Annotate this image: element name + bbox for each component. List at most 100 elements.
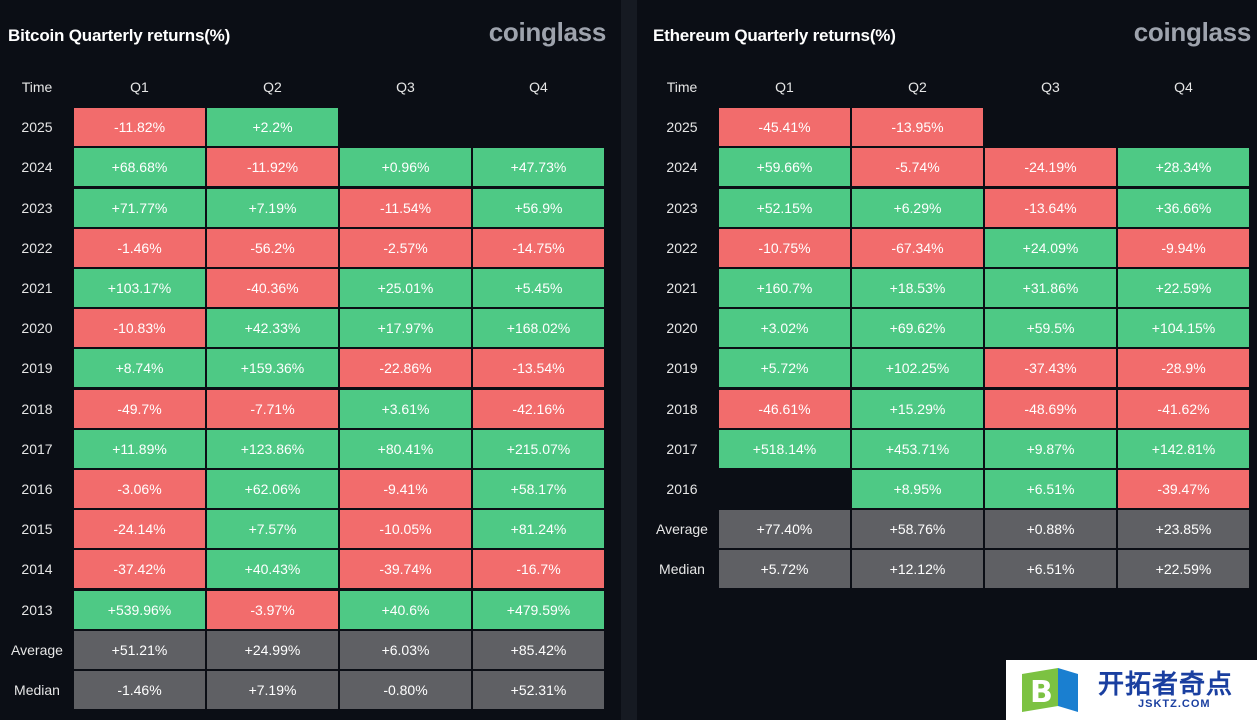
return-cell: +58.17% — [473, 470, 604, 508]
return-cell: +22.59% — [1118, 269, 1249, 307]
column-header-q4: Q4 — [1174, 79, 1193, 95]
return-cell: +102.25% — [852, 349, 983, 388]
return-cell: +2.2% — [207, 108, 338, 147]
return-cell: -39.74% — [340, 550, 471, 589]
return-cell: -5.74% — [852, 148, 983, 187]
return-cell: +539.96% — [74, 590, 205, 629]
return-cell: -1.46% — [74, 671, 205, 709]
return-cell: -10.05% — [340, 510, 471, 549]
return-cell: -13.64% — [985, 188, 1116, 227]
column-header-q3: Q3 — [396, 79, 415, 95]
return-cell: +15.29% — [852, 389, 983, 428]
return-cell: +85.42% — [473, 630, 604, 669]
return-cell — [473, 108, 604, 146]
return-cell: +103.17% — [74, 269, 205, 307]
column-header-time: Time — [666, 79, 698, 95]
return-cell: +42.33% — [207, 309, 338, 348]
return-cell: +52.15% — [719, 188, 850, 227]
return-cell: +453.71% — [852, 429, 983, 468]
return-cell: -42.16% — [473, 389, 604, 428]
column-header-q1: Q1 — [775, 79, 794, 95]
return-cell — [340, 108, 471, 146]
row-label: 2024 — [21, 159, 53, 176]
return-cell: +36.66% — [1118, 188, 1249, 227]
return-cell: +56.9% — [473, 188, 604, 227]
row-label: Median — [659, 561, 705, 578]
return-cell: -1.46% — [74, 228, 205, 267]
return-cell: +7.57% — [207, 510, 338, 549]
return-cell: +168.02% — [473, 309, 604, 348]
return-cell: +28.34% — [1118, 148, 1249, 187]
return-cell: +142.81% — [1118, 429, 1249, 468]
row-label: 2025 — [666, 119, 698, 136]
column-header-time: Time — [21, 79, 53, 95]
return-cell: +5.72% — [719, 349, 850, 388]
return-cell: +69.62% — [852, 309, 983, 348]
return-cell: +31.86% — [985, 269, 1116, 307]
row-label: 2015 — [21, 521, 53, 538]
row-label: 2020 — [666, 320, 698, 337]
return-cell: +215.07% — [473, 429, 604, 468]
return-cell: +25.01% — [340, 269, 471, 307]
column-header-q2: Q2 — [263, 79, 282, 95]
return-cell: -3.97% — [207, 590, 338, 629]
return-cell: -13.95% — [852, 108, 983, 147]
return-cell: +58.76% — [852, 510, 983, 549]
row-label: 2019 — [666, 360, 698, 377]
ethereum-title: Ethereum Quarterly returns(%) — [653, 26, 896, 45]
return-cell: +159.36% — [207, 349, 338, 388]
row-label: 2019 — [21, 360, 53, 377]
row-label: 2018 — [666, 400, 698, 417]
return-cell: +0.96% — [340, 148, 471, 187]
return-cell: +80.41% — [340, 429, 471, 468]
return-cell: +6.51% — [985, 470, 1116, 508]
row-label: 2025 — [21, 119, 53, 136]
return-cell: -0.80% — [340, 671, 471, 709]
return-cell: -48.69% — [985, 389, 1116, 428]
bitcoin-title: Bitcoin Quarterly returns(%) — [8, 26, 231, 45]
row-label: 2023 — [666, 199, 698, 216]
return-cell: -40.36% — [207, 269, 338, 307]
return-cell: +6.29% — [852, 188, 983, 227]
row-label: 2016 — [666, 481, 698, 497]
return-cell: -11.54% — [340, 188, 471, 227]
return-cell: +24.09% — [985, 228, 1116, 267]
jsktz-watermark: B 开拓者奇点 JSKTZ.COM — [1006, 660, 1257, 720]
return-cell: +81.24% — [473, 510, 604, 549]
return-cell: -39.47% — [1118, 470, 1249, 508]
return-cell — [985, 108, 1116, 146]
return-cell: +77.40% — [719, 510, 850, 549]
row-label: Average — [656, 521, 708, 538]
row-label: 2021 — [666, 280, 698, 296]
return-cell: +0.88% — [985, 510, 1116, 549]
return-cell: +9.87% — [985, 429, 1116, 468]
column-header-q2: Q2 — [908, 79, 927, 95]
return-cell: -11.92% — [207, 148, 338, 187]
return-cell: -46.61% — [719, 389, 850, 428]
return-cell: +3.61% — [340, 389, 471, 428]
row-label: 2022 — [21, 239, 53, 256]
coinglass-logo: coinglass — [488, 17, 607, 47]
return-cell: -3.06% — [74, 470, 205, 508]
return-cell: -24.14% — [74, 510, 205, 549]
row-label: 2020 — [21, 320, 53, 337]
return-cell: -45.41% — [719, 108, 850, 147]
return-cell: -9.94% — [1118, 228, 1249, 267]
return-cell: +5.72% — [719, 550, 850, 589]
return-cell: -56.2% — [207, 228, 338, 267]
return-cell: -10.75% — [719, 228, 850, 267]
return-cell: -9.41% — [340, 470, 471, 508]
return-cell: +12.12% — [852, 550, 983, 589]
row-label: 2023 — [21, 199, 53, 216]
column-header-q4: Q4 — [529, 79, 548, 95]
return-cell: +24.99% — [207, 630, 338, 669]
row-label: 2017 — [666, 440, 698, 457]
return-cell: -7.71% — [207, 389, 338, 428]
return-cell: +17.97% — [340, 309, 471, 348]
jsktz-logo-text: 开拓者奇点 — [1098, 670, 1234, 700]
return-cell: -24.19% — [985, 148, 1116, 187]
return-cell: +71.77% — [74, 188, 205, 227]
return-cell: -37.43% — [985, 349, 1116, 388]
bitcoin-panel: Bitcoin Quarterly returns(%) coinglass T… — [0, 0, 620, 720]
return-cell: +52.31% — [473, 671, 604, 709]
